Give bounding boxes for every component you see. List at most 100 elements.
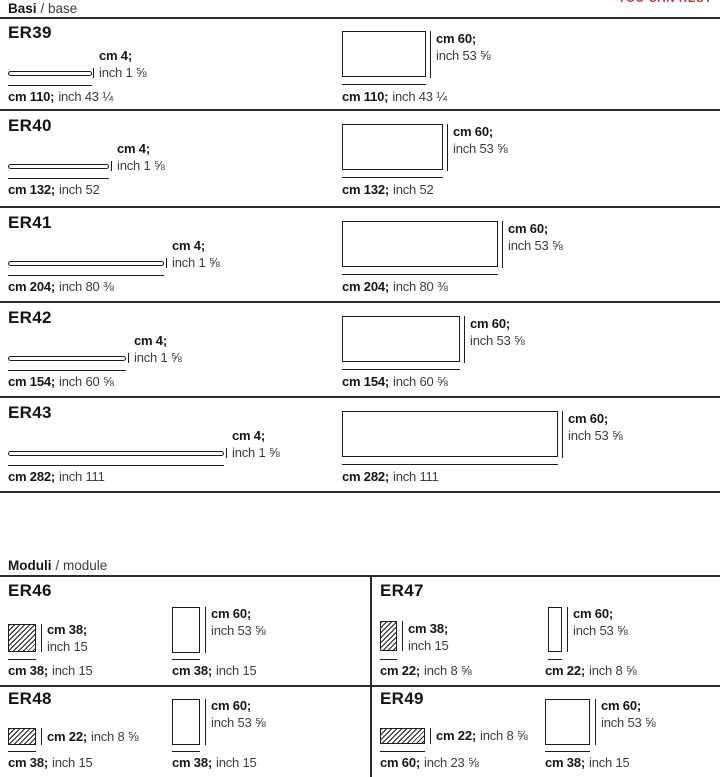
width-dim-line — [380, 751, 425, 752]
module-front-view — [172, 607, 200, 653]
module-front-view — [172, 699, 200, 745]
thickness-tick — [93, 68, 94, 78]
depth-dim-line — [464, 316, 465, 363]
product-row-er42: ER42 cm 4; inch 1 ⅝ cm 154; inch 60 ⅝ cm … — [0, 303, 720, 396]
plan-width-label: cm 60; inch 23 ⅝ — [380, 755, 479, 770]
width-label: cm 132; inch 52 — [342, 182, 434, 197]
product-code: ER46 — [8, 581, 52, 600]
thickness-label: cm 4; inch 1 ⅝ — [134, 333, 182, 365]
width-dim-line — [8, 85, 92, 86]
product-code: ER42 — [8, 308, 52, 327]
plan-width-label: cm 38; inch 15 — [8, 755, 93, 770]
width-label: cm 110; inch 43 ¼ — [8, 89, 113, 104]
thickness-label: cm 4; inch 1 ⅝ — [232, 428, 280, 460]
width-dim-line — [548, 659, 562, 660]
product-row-er39: ER39 cm 4; inch 1 ⅝ cm 110; inch 43 ¼ cm … — [0, 18, 720, 110]
product-code: ER48 — [8, 689, 52, 708]
height-dim-line — [402, 621, 403, 651]
header-rule — [0, 575, 720, 577]
section-heading-basi: Basi / base — [8, 1, 77, 16]
depth-label: cm 60; inch 53 ⅝ — [573, 606, 628, 638]
module-cell-er47: ER47 cm 38; inch 15 cm 22; inch 8 ⅝ cm 60… — [370, 577, 720, 685]
front-width-label: cm 38; inch 15 — [172, 663, 257, 678]
product-code: ER39 — [8, 23, 52, 42]
width-dim-line — [342, 464, 558, 465]
width-dim-line — [8, 751, 36, 752]
module-front-view — [548, 607, 562, 652]
base-side-view — [8, 261, 164, 266]
width-label: cm 204; inch 80 ⅜ — [342, 279, 448, 294]
depth-dim-line — [430, 31, 431, 78]
depth-dim-line — [205, 607, 206, 653]
row-separator — [0, 206, 720, 208]
width-dim-line — [8, 370, 126, 371]
depth-label: cm 60; inch 53 ⅝ — [601, 698, 656, 730]
product-code: ER41 — [8, 213, 52, 232]
section-heading-secondary: / module — [55, 558, 108, 573]
depth-dim-line — [447, 124, 448, 171]
depth-dim-line — [567, 607, 568, 652]
width-label: cm 282; inch 111 — [8, 469, 105, 484]
depth-dim-line — [502, 221, 503, 268]
thickness-tick — [128, 353, 129, 363]
height-dim-line — [41, 728, 42, 745]
module-plan-view — [380, 728, 425, 744]
base-side-view — [8, 356, 126, 361]
section-end-rule — [0, 491, 720, 493]
front-width-label: cm 38; inch 15 — [172, 755, 257, 770]
base-front-view — [342, 124, 443, 170]
module-front-view — [545, 699, 590, 745]
product-code: ER40 — [8, 116, 52, 135]
row-separator — [0, 301, 720, 303]
module-cell-er46: ER46 cm 38; inch 15 cm 38; inch 15 cm 60;… — [0, 577, 370, 685]
depth-label: cm 60; inch 53 ⅝ — [211, 698, 266, 730]
brand-slogan: YOU CAN REST — [618, 0, 712, 5]
depth-label: cm 60; inch 53 ⅝ — [436, 31, 491, 63]
row-separator — [0, 396, 720, 398]
base-front-view — [342, 316, 460, 362]
thickness-label: cm 4; inch 1 ⅝ — [117, 141, 165, 173]
width-dim-line — [342, 84, 426, 85]
module-cell-er48: ER48 cm 22; inch 8 ⅝ cm 38; inch 15 cm 60;… — [0, 687, 370, 777]
thickness-tick — [111, 161, 112, 171]
product-code: ER49 — [380, 689, 424, 708]
base-front-view — [342, 221, 498, 267]
width-dim-line — [172, 751, 200, 752]
thickness-label: cm 4; inch 1 ⅝ — [99, 48, 147, 80]
product-code: ER47 — [380, 581, 424, 600]
width-label: cm 154; inch 60 ⅝ — [8, 374, 114, 389]
plan-height-label: cm 22; inch 8 ⅝ — [47, 729, 139, 744]
thickness-tick — [226, 448, 227, 458]
depth-dim-line — [562, 411, 563, 458]
plan-height-label: cm 22; inch 8 ⅝ — [436, 728, 528, 743]
plan-width-label: cm 38; inch 15 — [8, 663, 93, 678]
front-width-label: cm 22; inch 8 ⅝ — [545, 663, 637, 678]
base-side-view — [8, 164, 109, 169]
width-dim-line — [8, 178, 109, 179]
width-label: cm 154; inch 60 ⅝ — [342, 374, 448, 389]
width-label: cm 110; inch 43 ¼ — [342, 89, 447, 104]
base-side-view — [8, 71, 92, 76]
depth-label: cm 60; inch 53 ⅝ — [508, 221, 563, 253]
height-dim-line — [41, 624, 42, 652]
section-heading-primary: Basi — [8, 1, 37, 16]
width-dim-line — [342, 177, 443, 178]
depth-label: cm 60; inch 53 ⅝ — [453, 124, 508, 156]
depth-label: cm 60; inch 53 ⅝ — [568, 411, 623, 443]
width-dim-line — [545, 751, 590, 752]
module-plan-view — [8, 728, 36, 745]
width-dim-line — [172, 659, 200, 660]
height-dim-line — [430, 728, 431, 744]
product-row-er43: ER43 cm 4; inch 1 ⅝ cm 282; inch 111 cm 6… — [0, 398, 720, 491]
row-separator — [0, 109, 720, 111]
depth-label: cm 60; inch 53 ⅝ — [211, 606, 266, 638]
section-heading-secondary: / base — [40, 1, 78, 16]
width-dim-line — [342, 274, 498, 275]
depth-label: cm 60; inch 53 ⅝ — [470, 316, 525, 348]
grid-row-divider — [0, 685, 720, 687]
product-code: ER43 — [8, 403, 52, 422]
plan-height-label: cm 38; inch 15 — [47, 622, 88, 654]
width-dim-line — [8, 275, 164, 276]
base-front-view — [342, 31, 426, 77]
